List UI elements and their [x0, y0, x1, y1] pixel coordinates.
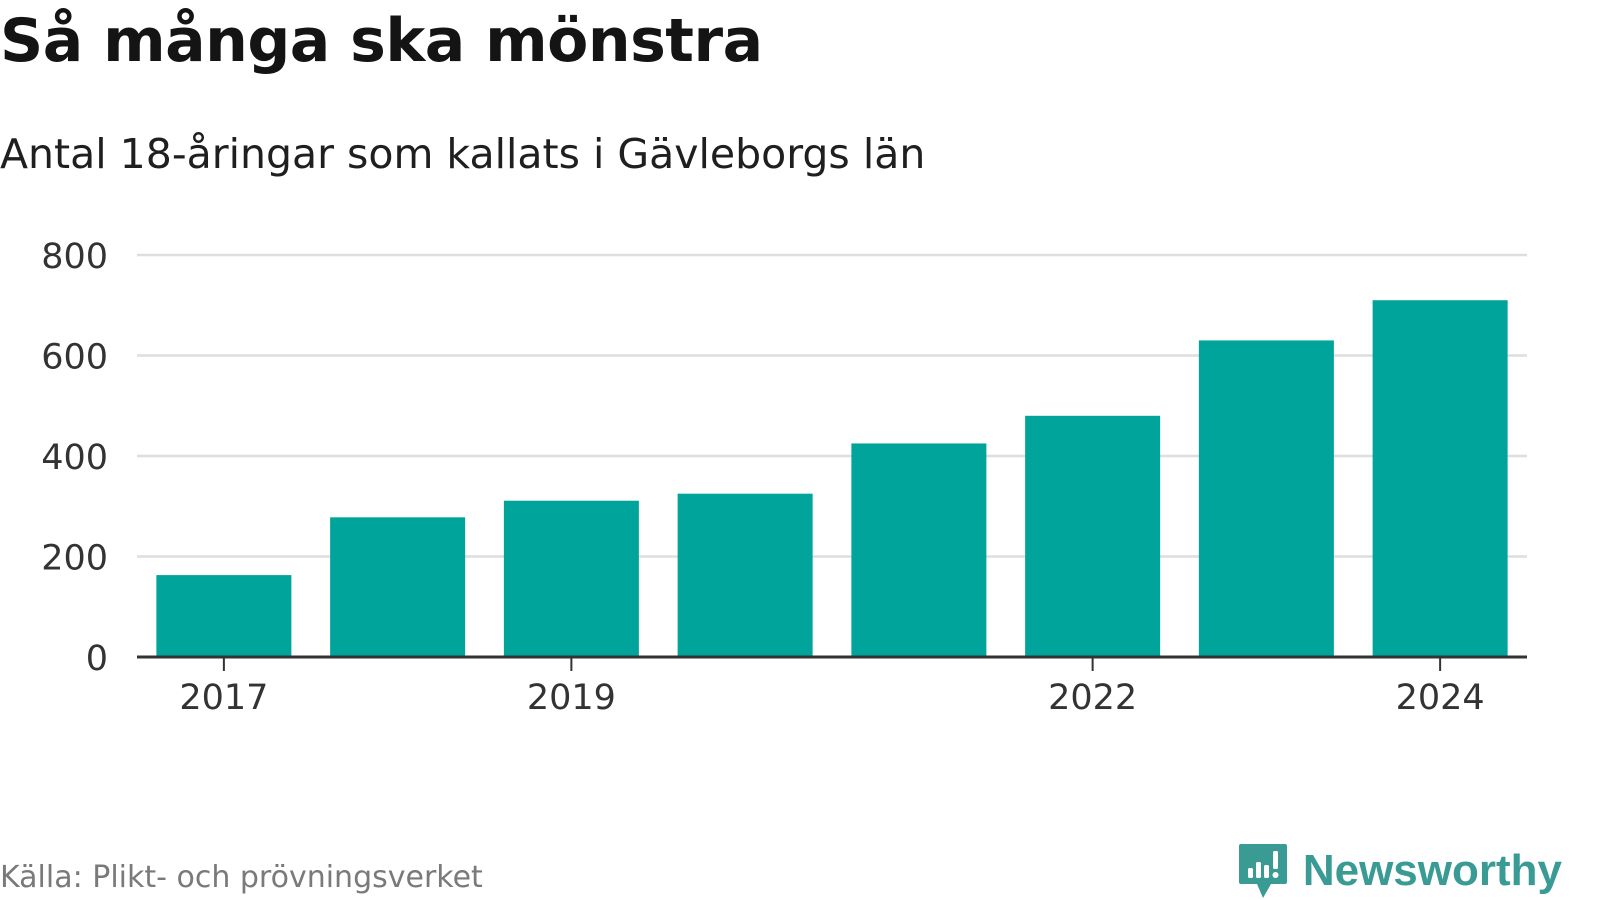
bar-2023	[1198, 340, 1334, 657]
bar-2022	[1025, 415, 1161, 657]
x-tick-labels: 2017 2019 2022 2024	[179, 678, 1484, 718]
bar-2018	[330, 517, 466, 657]
chart-subtitle: Antal 18-åringar som kallats i Gävleborg…	[0, 130, 926, 178]
bar-2019	[503, 500, 639, 657]
y-tick-labels: 0 200 400 600 800	[41, 237, 108, 679]
brand-name: Newsworthy	[1302, 846, 1562, 895]
source-note: Källa: Plikt- och prövningsverket	[0, 860, 483, 895]
newsworthy-logo-icon	[1238, 844, 1287, 898]
x-tick-label: 2024	[1396, 678, 1485, 718]
bar-2017	[156, 575, 292, 657]
y-tick-label: 800	[41, 237, 108, 277]
y-tick-label: 0	[86, 639, 108, 679]
bars	[156, 300, 1508, 657]
brand-logo: Newsworthy	[1237, 842, 1562, 900]
y-tick-label: 600	[41, 338, 108, 378]
x-tick-label: 2017	[179, 678, 268, 718]
chart-title: Så många ska mönstra	[0, 6, 763, 76]
x-axis	[137, 655, 1527, 671]
x-tick-label: 2022	[1048, 678, 1137, 718]
bar-2020	[677, 493, 813, 657]
y-tick-label: 400	[41, 438, 108, 478]
y-tick-label: 200	[41, 539, 108, 579]
bar-2024	[1372, 300, 1508, 657]
bar-2021	[851, 443, 987, 657]
x-tick-label: 2019	[527, 678, 616, 718]
